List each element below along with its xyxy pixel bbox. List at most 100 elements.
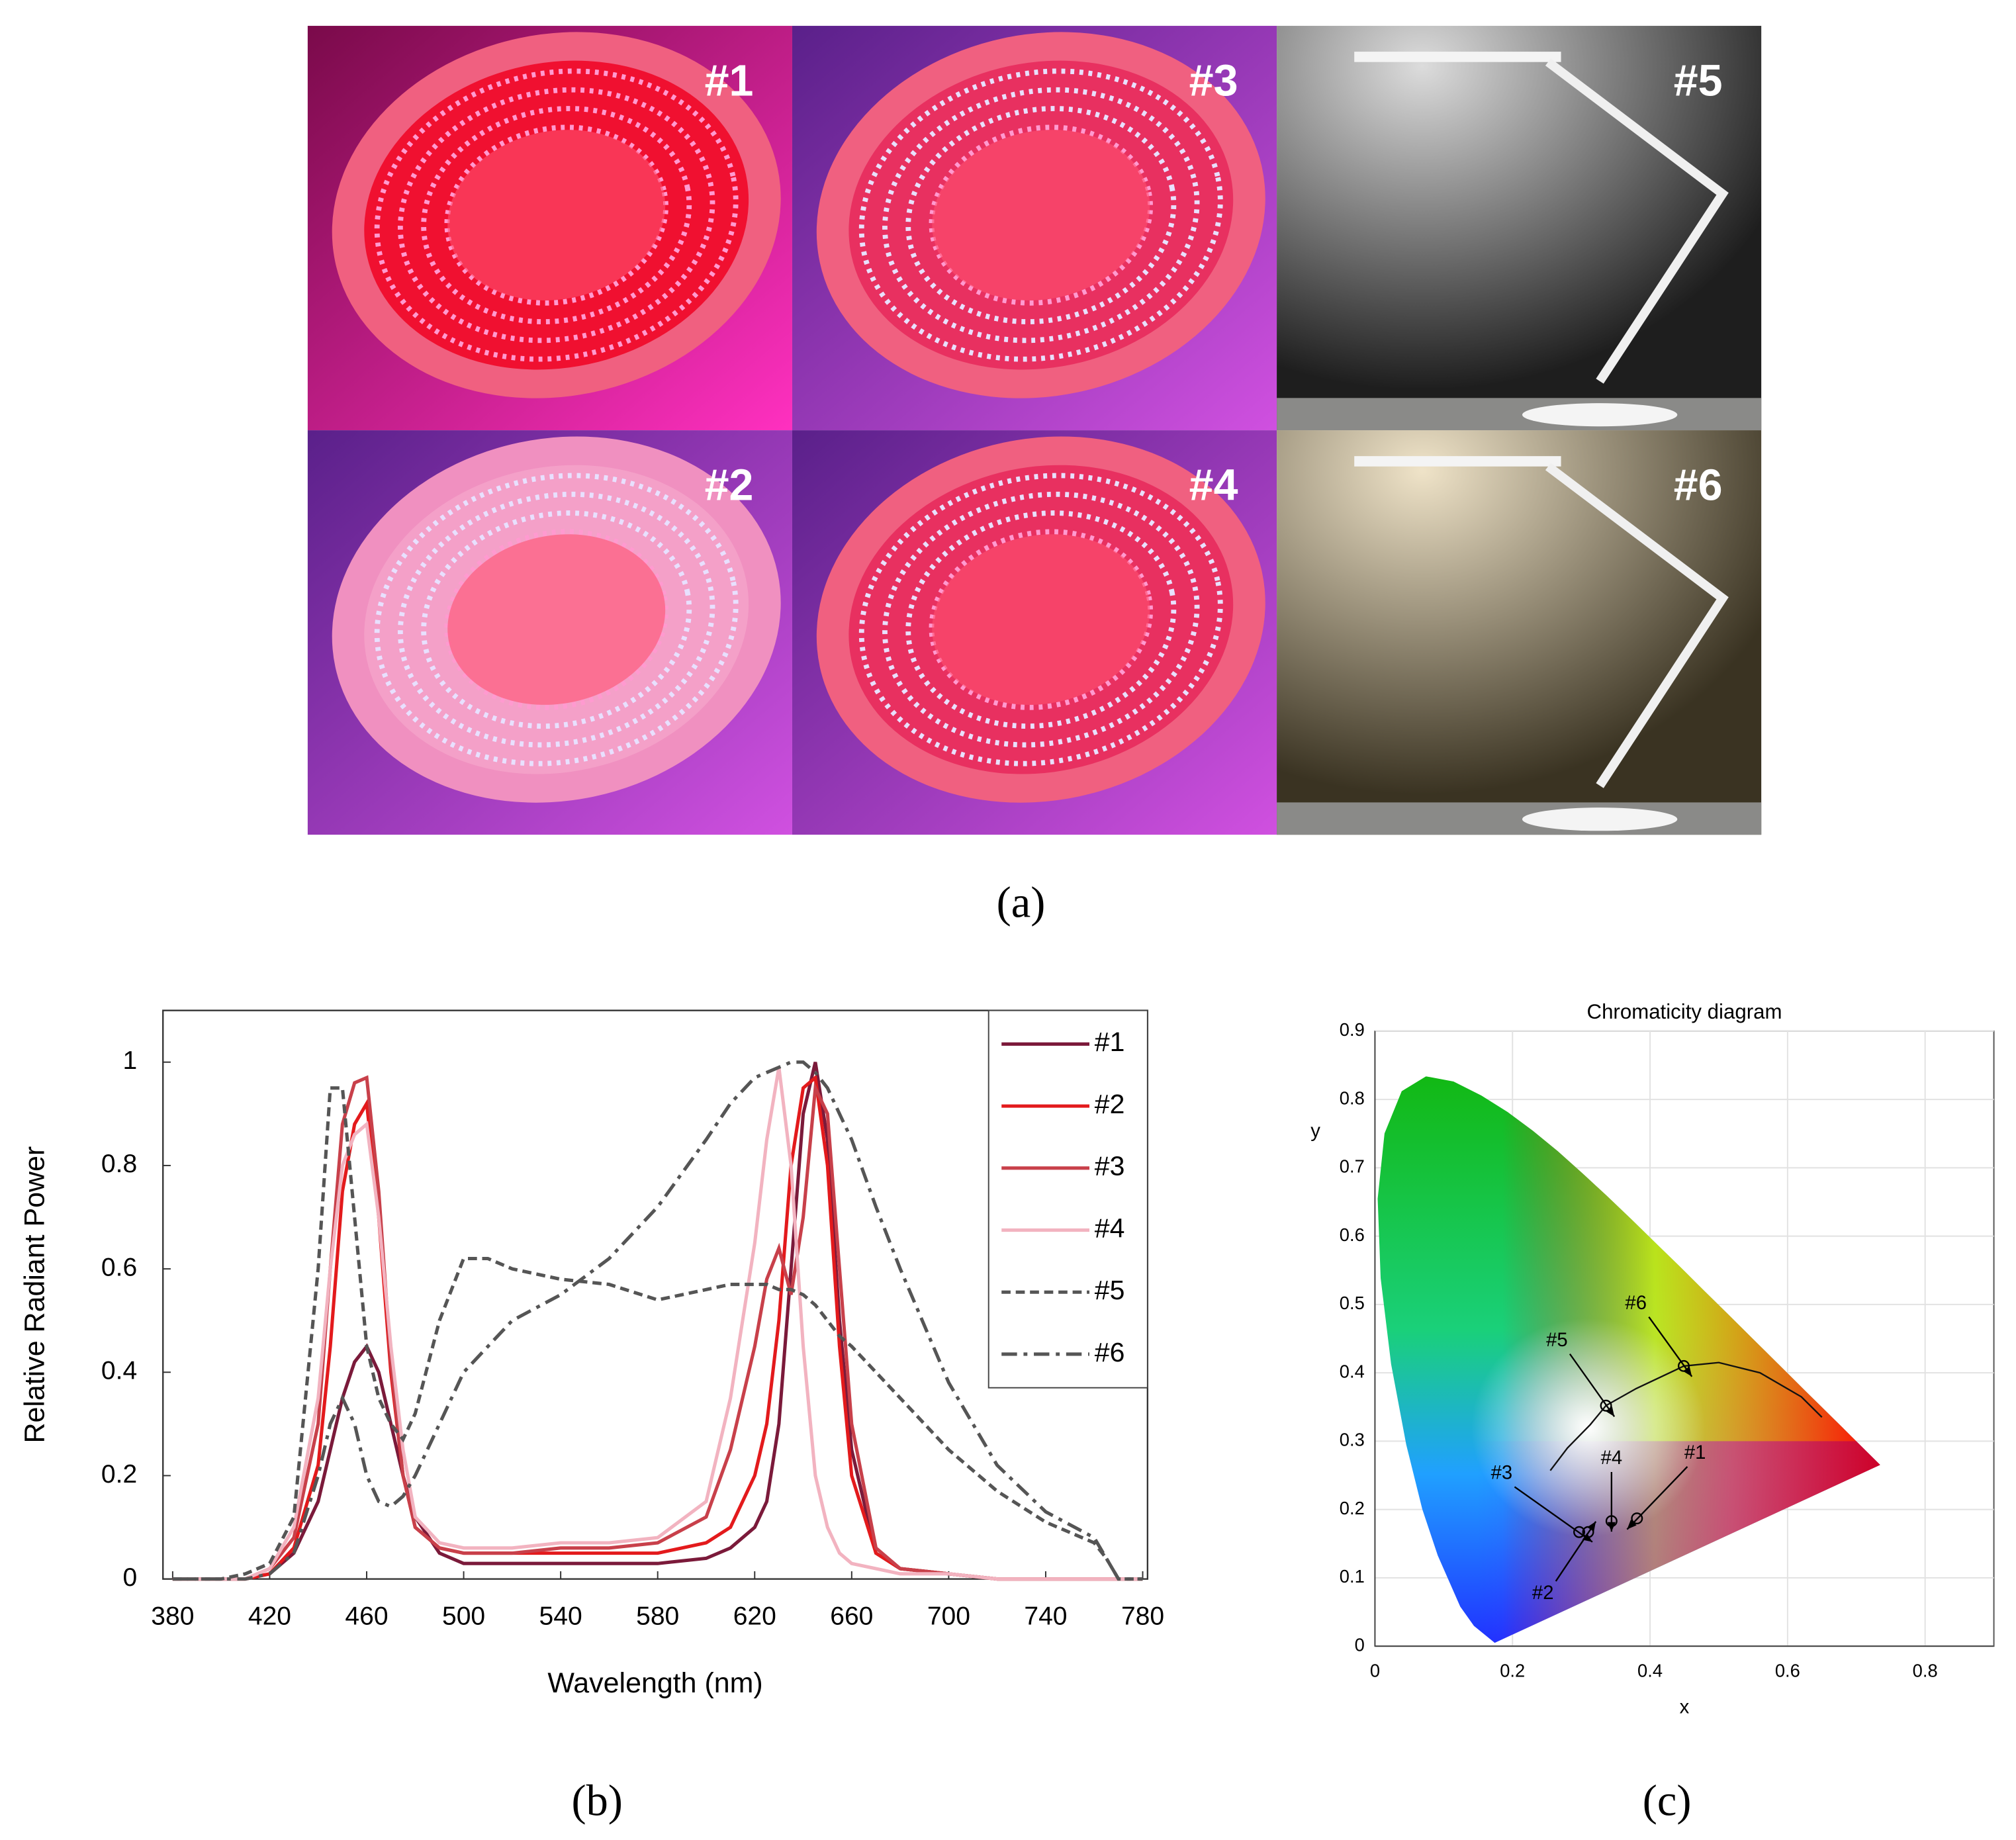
x-tick-label: 0.2 [1500, 1660, 1525, 1680]
led-ring [421, 510, 692, 729]
led-ring [929, 124, 1154, 306]
legend-label: #1 [1095, 1027, 1125, 1057]
legend-label: #4 [1095, 1213, 1125, 1243]
y-tick-label: 0 [122, 1563, 137, 1592]
photo-background [1277, 26, 1762, 431]
x-tick-label: 420 [248, 1602, 291, 1631]
x-tick-label: 500 [442, 1602, 485, 1631]
spectrum-line [172, 1075, 1143, 1581]
planckian-locus [1549, 1361, 1823, 1471]
photo: #4 [792, 430, 1277, 835]
led-ring [905, 510, 1177, 729]
y-tick-label: 0.4 [101, 1357, 137, 1385]
led-core [932, 130, 1150, 300]
lamp-arm [1545, 463, 1729, 788]
x-tick-label: 620 [733, 1602, 776, 1631]
led-core [932, 534, 1150, 705]
annotation-label: #6 [1625, 1292, 1647, 1314]
panel-caption: (a) [997, 879, 1046, 927]
legend-box [987, 1009, 1148, 1389]
photo: #2 [307, 430, 792, 835]
photo: #1 [307, 26, 792, 431]
lamp-head [1354, 456, 1561, 467]
photo-label: #6 [1674, 461, 1723, 510]
x-tick-label: 460 [345, 1602, 388, 1631]
x-tick-label: 740 [1024, 1602, 1067, 1631]
y-tick-label: 0.7 [1340, 1156, 1365, 1177]
floor [1277, 802, 1762, 835]
annotation-label: #3 [1491, 1462, 1513, 1484]
x-tick-label: 700 [927, 1602, 970, 1631]
legend-label: #2 [1095, 1089, 1125, 1119]
chromaticity-point [1600, 1399, 1612, 1412]
x-axis-label: x [1680, 1696, 1690, 1718]
arrow-head [1582, 1533, 1592, 1542]
y-tick-label: 0.1 [1340, 1566, 1365, 1587]
arrow-head [1587, 1521, 1596, 1532]
y-tick-label: 0.8 [101, 1150, 137, 1178]
chromaticity-point [1677, 1359, 1690, 1372]
y-tick-label: 0.5 [1340, 1293, 1365, 1313]
annotation-arrow [1555, 1521, 1597, 1582]
y-tick-label: 0.2 [101, 1460, 137, 1489]
lamp-base [1522, 807, 1678, 831]
y-axis-label: y [1310, 1120, 1320, 1142]
y-tick-label: 0.3 [1340, 1430, 1365, 1450]
led-ring [421, 106, 692, 324]
spectrum-line [172, 1086, 1143, 1581]
chart-title: Chromaticity diagram [1587, 1000, 1782, 1023]
photo: #6 [1277, 430, 1762, 835]
arrow-head [1627, 1520, 1637, 1530]
y-tick-label: 0.4 [1340, 1361, 1365, 1381]
lamp-arm [1545, 58, 1729, 384]
x-tick-label: 380 [151, 1602, 194, 1631]
photo: #3 [792, 26, 1277, 431]
lamp-base [1522, 403, 1678, 427]
annotation-arrow [1648, 1316, 1693, 1377]
floor [1277, 398, 1762, 431]
led-ring [905, 106, 1177, 324]
y-tick-label: 0.6 [1340, 1224, 1365, 1245]
annotation-label: #5 [1546, 1329, 1568, 1351]
x-tick-label: 0 [1370, 1660, 1380, 1680]
lamp-head [1354, 52, 1561, 62]
arrow-head [1682, 1366, 1692, 1377]
photo-background [1277, 430, 1762, 835]
led-ring [374, 68, 739, 362]
led-core [447, 130, 666, 300]
led-ring [374, 473, 739, 766]
y-tick-label: 0.9 [1340, 1019, 1365, 1040]
led-ring [444, 124, 668, 306]
annotation-arrow [1626, 1466, 1688, 1530]
led-ring [858, 68, 1223, 362]
x-tick-label: 580 [636, 1602, 679, 1631]
photo-label: #1 [705, 56, 754, 105]
annotation-label: #2 [1532, 1582, 1554, 1604]
chromaticity-point [1573, 1526, 1586, 1538]
annotation-label: #4 [1601, 1447, 1623, 1469]
chromaticity-point [1631, 1512, 1643, 1525]
led-ring [858, 473, 1223, 766]
legend-label: #5 [1095, 1275, 1125, 1305]
x-tick-label: 660 [830, 1602, 873, 1631]
y-axis-label: Relative Radiant Power [19, 1146, 50, 1444]
annotation-arrow [1569, 1353, 1616, 1417]
y-tick-label: 0 [1355, 1634, 1365, 1655]
annotation-label: #1 [1684, 1442, 1706, 1463]
y-tick-label: 0.6 [101, 1253, 137, 1281]
legend-label: #6 [1095, 1337, 1125, 1367]
x-tick-label: 0.6 [1775, 1660, 1800, 1680]
spectrum-line [172, 1067, 1143, 1581]
x-tick-label: 0.4 [1637, 1660, 1663, 1680]
photo-label: #4 [1189, 461, 1238, 510]
annotation-arrow [1514, 1486, 1593, 1543]
panel-caption: (b) [571, 1777, 622, 1825]
y-tick-label: 0.2 [1340, 1498, 1365, 1518]
led-core [447, 534, 666, 705]
spectrum-line [172, 1060, 1143, 1581]
chromaticity-point [1605, 1515, 1618, 1528]
x-tick-label: 780 [1121, 1602, 1164, 1631]
photo-label: #5 [1674, 56, 1723, 105]
y-tick-label: 1 [122, 1046, 137, 1075]
